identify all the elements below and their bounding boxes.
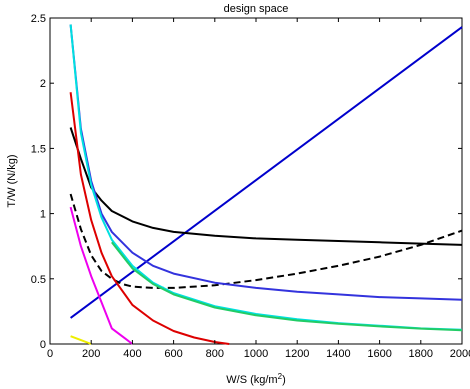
x-tick-label: 1600	[367, 348, 391, 360]
x-tick-label: 1400	[326, 348, 350, 360]
x-tick-label: 200	[82, 348, 100, 360]
series-line-7	[69, 92, 230, 345]
x-tick-label: 600	[164, 348, 182, 360]
y-tick-label: 0.5	[31, 274, 46, 286]
x-tick-label: 1000	[244, 348, 268, 360]
x-tick-label: 400	[123, 348, 141, 360]
y-tick-label: 0	[40, 339, 46, 351]
series-line-6	[111, 241, 463, 332]
y-tick-label: 2.5	[31, 13, 46, 25]
y-tick-label: 2	[40, 78, 46, 90]
series-line-9	[70, 335, 92, 345]
chart-title: design space	[224, 3, 289, 15]
x-tick-label: 1800	[409, 348, 433, 360]
x-tick-label: 800	[206, 348, 224, 360]
series-line-4	[69, 24, 463, 301]
x-axis-title: W/S (kg/m2)	[226, 372, 285, 386]
y-tick-label: 1.5	[31, 143, 46, 155]
x-tick-label: 0	[47, 348, 53, 360]
series-line-3	[69, 193, 463, 289]
series-line-8	[69, 206, 134, 345]
x-axis-title-tail: )	[282, 374, 286, 386]
y-axis-title: T/W (N/kg)	[6, 154, 18, 207]
series-layer	[69, 24, 463, 345]
x-axis-title-superscript: 2	[278, 372, 283, 381]
x-axis-title-main: W/S (kg/m	[226, 374, 277, 386]
y-axis: 0 0.5 1 1.5 2 2.5	[31, 13, 462, 351]
x-tick-label: 1200	[285, 348, 309, 360]
y-tick-label: 1	[40, 209, 46, 221]
